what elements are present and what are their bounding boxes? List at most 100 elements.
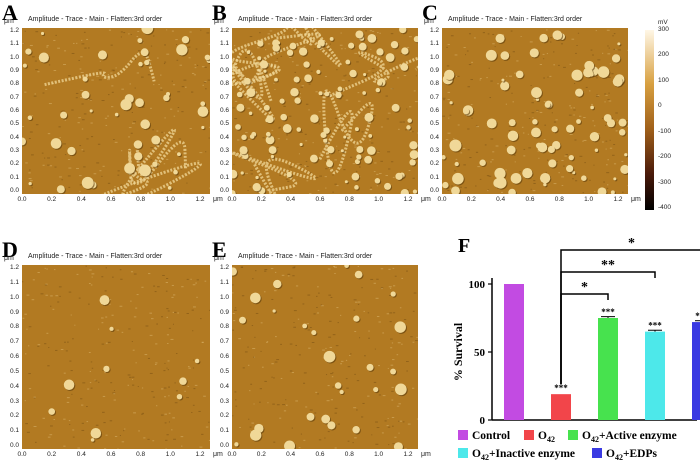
legend-text-tail: +EDPs — [623, 448, 658, 460]
y-tick-label: 0.2 — [9, 160, 19, 168]
legend-subscript: 42 — [481, 453, 489, 462]
y-tick-label: 0.3 — [9, 147, 19, 154]
legend-swatch-0 — [458, 430, 468, 440]
x-tick-label: 0.2 — [47, 451, 57, 458]
y-tick-label: 0.4 — [219, 133, 229, 141]
x-tick-label: 0.4 — [286, 196, 296, 203]
legend-subscript: 42 — [615, 453, 623, 462]
significance-label: *** — [601, 307, 615, 317]
y-tick-label: 1.2 — [429, 27, 439, 34]
y-tick-label: 1.2 — [9, 27, 19, 34]
legend-label-3: O42+Inactive enzyme — [472, 448, 575, 462]
y-tick-label: 1.0 — [429, 53, 439, 61]
y-tick-label: 0.6 — [219, 353, 229, 360]
x-tick-label: 0.6 — [106, 196, 116, 203]
colorbar-tick-label: -400 — [658, 204, 672, 211]
y-tick-label: 1.0 — [9, 53, 19, 61]
comparison-label: ** — [601, 258, 615, 273]
y-tick-label: 0.9 — [219, 308, 229, 316]
x-tick-label: 0.4 — [76, 196, 86, 203]
y-tick-label: 0.5 — [9, 367, 19, 375]
legend-swatch-4 — [592, 448, 602, 458]
y-tick-label: 0.4 — [429, 133, 439, 141]
x-tick-label: 0.0 — [17, 451, 27, 458]
y-tick-label: 50 — [474, 347, 486, 359]
colorbar-tick-label: 300 — [658, 26, 669, 33]
y-tick-label: 0.8 — [219, 80, 229, 88]
y-tick-label: 0.7 — [9, 338, 19, 346]
legend-text: O — [582, 430, 591, 442]
legend-subscript: 42 — [547, 435, 555, 444]
afm-image-b — [232, 28, 418, 194]
legend-swatch-1 — [524, 430, 534, 440]
x-unit-c: μm — [631, 196, 641, 203]
x-tick-label: 1.2 — [195, 196, 205, 203]
x-tick-label: 0.4 — [496, 196, 506, 203]
y-tick-label: 0.3 — [219, 147, 229, 154]
y-tick-label: 0.8 — [219, 323, 229, 331]
y-tick-label: 0.8 — [429, 80, 439, 88]
panel-title-d: Amplitude - Trace - Main - Flatten:3rd o… — [28, 253, 163, 260]
y-tick-label: 0.9 — [9, 308, 19, 316]
y-tick-label: 0.0 — [9, 187, 19, 194]
x-tick-label: 0.0 — [227, 196, 237, 203]
y-tick-label: 0.5 — [9, 120, 19, 128]
colorbar-unit: mV — [658, 19, 668, 26]
x-tick-label: 0.6 — [315, 196, 325, 203]
x-tick-label: 0.6 — [106, 451, 116, 458]
panel-label-e: E — [212, 237, 227, 262]
y-tick-label: 1.1 — [429, 40, 439, 48]
y-tick-label: 0.9 — [219, 67, 229, 74]
y-tick-label: 0.6 — [9, 353, 19, 360]
x-unit-b: μm — [421, 196, 431, 203]
y-tick-label: 1.0 — [9, 293, 19, 301]
panel-title-e: Amplitude - Trace - Main - Flatten:3rd o… — [238, 253, 373, 260]
x-tick-label: 0.2 — [47, 196, 57, 203]
x-tick-label: 1.0 — [165, 451, 175, 458]
significance-label: *** — [648, 321, 662, 331]
y-tick-label: 100 — [469, 279, 486, 291]
x-tick-label: 0.2 — [256, 451, 266, 458]
y-tick-label: 1.2 — [219, 27, 229, 34]
x-unit-d: μm — [213, 451, 223, 458]
comparison-label: * — [581, 280, 588, 295]
y-tick-label: 0.7 — [429, 93, 439, 101]
legend-text: Control — [472, 430, 510, 442]
y-unit-e: μm — [214, 255, 224, 262]
x-tick-label: 1.0 — [584, 196, 594, 203]
y-tick-label: 0.1 — [219, 427, 229, 435]
colorbar-tick-label: 100 — [658, 76, 669, 84]
y-tick-label: 0.0 — [9, 442, 19, 449]
x-unit-a: μm — [213, 196, 223, 203]
y-tick-label: 1.1 — [219, 40, 229, 48]
y-unit-a: μm — [4, 18, 14, 25]
colorbar — [645, 30, 654, 210]
x-tick-label: 1.2 — [403, 451, 413, 458]
panel-title-a: Amplitude - Trace - Main - Flatten:3rd o… — [28, 16, 163, 23]
x-unit-e: μm — [421, 451, 431, 458]
y-tick-label: 0.8 — [9, 323, 19, 331]
y-tick-label: 0 — [480, 415, 486, 427]
y-tick-label: 1.0 — [219, 293, 229, 301]
y-tick-label: 1.2 — [9, 264, 19, 271]
y-tick-label: 0.2 — [9, 412, 19, 420]
panel-label-f: F — [458, 235, 470, 257]
panel-label-b: B — [212, 0, 227, 25]
colorbar-tick-label: -200 — [658, 153, 672, 161]
y-tick-label: 0.2 — [429, 160, 439, 168]
panel-title-b: Amplitude - Trace - Main - Flatten:3rd o… — [238, 16, 373, 23]
x-tick-label: 0.4 — [286, 451, 296, 458]
x-tick-label: 1.2 — [613, 196, 623, 203]
legend-label-2: O42+Active enzyme — [582, 430, 677, 444]
x-tick-label: 1.0 — [165, 196, 175, 203]
legend-label-1: O42 — [538, 430, 555, 444]
x-tick-label: 0.2 — [466, 196, 476, 203]
legend-swatch-2 — [568, 430, 578, 440]
colorbar-tick-label: 200 — [658, 51, 669, 59]
x-tick-label: 0.0 — [17, 196, 27, 203]
x-tick-label: 0.6 — [525, 196, 535, 203]
bar-2 — [598, 318, 618, 420]
y-tick-label: 1.1 — [219, 278, 229, 286]
y-tick-label: 0.5 — [219, 367, 229, 375]
